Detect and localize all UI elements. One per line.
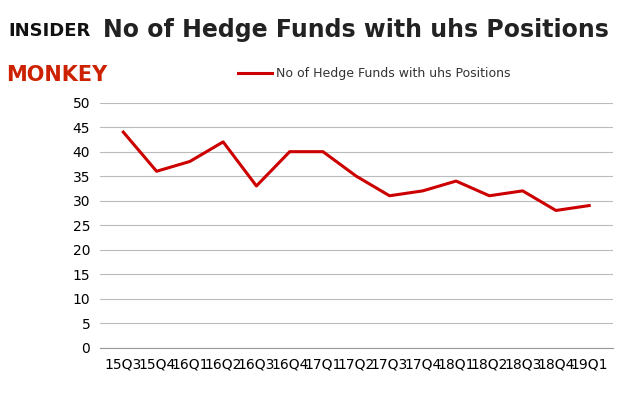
Text: No of Hedge Funds with uhs Positions: No of Hedge Funds with uhs Positions	[103, 18, 609, 42]
Text: No of Hedge Funds with uhs Positions: No of Hedge Funds with uhs Positions	[276, 67, 511, 79]
Text: INSIDER: INSIDER	[8, 22, 91, 40]
Text: MONKEY: MONKEY	[6, 65, 107, 85]
